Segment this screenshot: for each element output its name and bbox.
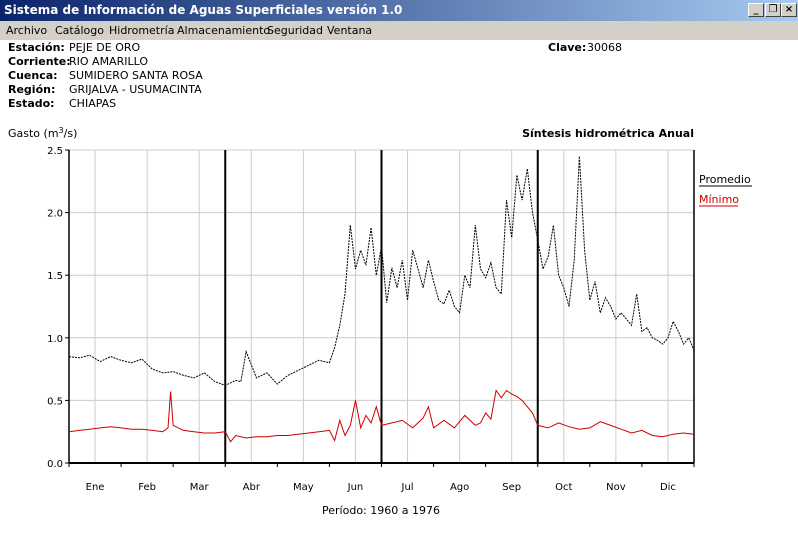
y-tick-label-4: 2.0 [47,209,63,220]
series-line-minimo [68,389,695,443]
menu-catalogo[interactable]: Catálogo [55,24,104,37]
legend-promedio: Promedio [699,173,751,186]
x-tick-label-oct: Oct [555,482,572,493]
clave-value: 30068 [587,41,622,54]
menu-bar: Archivo Catálogo Hidrometría Almacenamie… [0,21,798,40]
x-tick-label-ene: Ene [86,482,105,493]
chart-window-content: Estación: PEJE DE ORO Corriente: RIO AMA… [0,40,798,551]
x-tick-label-feb: Feb [138,482,156,493]
close-button[interactable]: × [781,3,797,17]
cuenca-value: SUMIDERO SANTA ROSA [69,69,203,82]
y-tick-label-0: 0.0 [47,459,63,470]
window-title: Sistema de Información de Aguas Superfic… [4,3,403,17]
period-label: Período: 1960 a 1976 [322,504,440,517]
title-bar: Sistema de Información de Aguas Superfic… [0,0,798,21]
estado-value: CHIAPAS [69,97,117,110]
region-label: Región: [8,83,56,96]
hydrometric-chart: Gasto (m3/s) Síntesis hidrométrica Anual… [8,126,752,517]
clave-label: Clave: [548,41,587,54]
restore-button[interactable]: ❐ [765,3,781,17]
x-tick-label-mar: Mar [190,482,210,493]
cuenca-label: Cuenca: [8,69,58,82]
y-tick-label-1: 0.5 [47,396,63,407]
menu-seguridad[interactable]: Seguridad [267,24,323,37]
minimize-icon: _ [753,4,759,15]
legend-minimo: Mínimo [699,193,739,206]
x-tick-label-dic: Dic [660,482,676,493]
region-value: GRIJALVA - USUMACINTA [69,83,202,96]
restore-icon: ❐ [768,4,778,15]
x-tick-label-ago: Ago [450,482,469,493]
corriente-label: Corriente: [8,55,71,68]
estado-label: Estado: [8,97,55,110]
menu-hidrometria[interactable]: Hidrometría [109,24,175,37]
y-tick-label-5: 2.5 [47,146,63,157]
estacion-label: Estación: [8,41,65,54]
menu-archivo[interactable]: Archivo [6,24,48,37]
x-tick-label-jul: Jul [401,482,414,493]
menu-ventana[interactable]: Ventana [327,24,373,37]
chart-title: Síntesis hidrométrica Anual [522,127,694,140]
x-tick-label-sep: Sep [502,482,521,493]
estacion-value: PEJE DE ORO [69,41,141,54]
x-tick-label-may: May [293,482,314,493]
y-tick-label-3: 1.5 [47,271,63,282]
x-tick-label-nov: Nov [606,482,626,493]
y-axis-label: Gasto (m3/s) [8,126,77,140]
menu-almacenamiento[interactable]: Almacenamiento [177,24,271,37]
y-tick-label-2: 1.0 [47,334,63,345]
close-icon: × [784,4,794,15]
minimize-button[interactable]: _ [748,3,764,17]
corriente-value: RIO AMARILLO [69,55,148,68]
x-tick-label-abr: Abr [243,482,261,493]
x-tick-label-jun: Jun [347,482,364,493]
series-line-promedio [68,156,695,386]
